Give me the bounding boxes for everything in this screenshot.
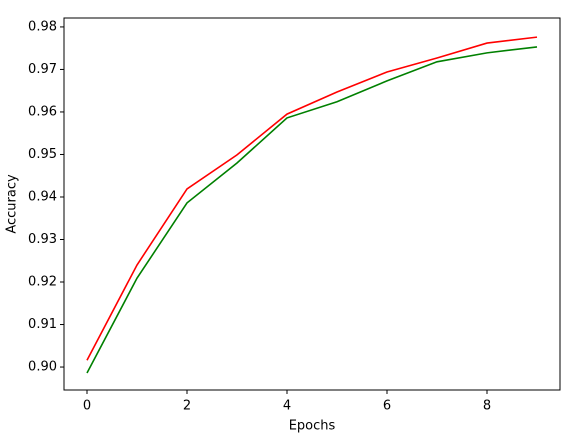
y-tick-label: 0.93 <box>28 232 57 247</box>
line-series <box>86 46 538 374</box>
x-tick-label: 4 <box>283 399 291 414</box>
y-tick-label: 0.92 <box>28 275 57 290</box>
line-series <box>86 36 538 361</box>
x-tick-label: 6 <box>383 399 391 414</box>
y-tick-label: 0.96 <box>28 104 57 119</box>
plot-frame <box>63 17 561 391</box>
x-tick-label: 2 <box>183 399 191 414</box>
y-tick-label: 0.97 <box>28 62 57 77</box>
y-tick-label: 0.91 <box>28 317 57 332</box>
x-axis-label: Epochs <box>289 419 336 434</box>
y-tick-label: 0.94 <box>28 189 57 204</box>
y-tick-label: 0.98 <box>28 19 57 34</box>
y-tick-label: 0.90 <box>28 360 57 375</box>
y-axis-label: Accuracy <box>5 174 20 234</box>
x-tick-label: 0 <box>83 399 91 414</box>
y-tick-label: 0.95 <box>28 147 57 162</box>
x-tick-label: 8 <box>483 399 491 414</box>
